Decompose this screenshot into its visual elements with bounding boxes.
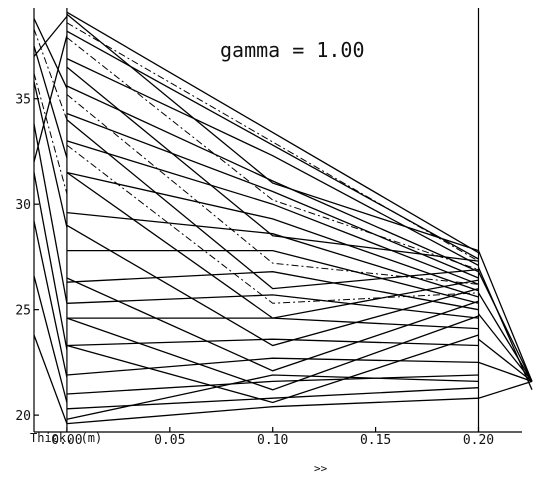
series-line-29 bbox=[33, 81, 68, 228]
series-line-39 bbox=[477, 292, 533, 382]
series-line-28 bbox=[33, 45, 68, 158]
series-line-18 bbox=[66, 13, 479, 252]
series-line-13 bbox=[66, 338, 479, 347]
series-line-22 bbox=[66, 224, 479, 347]
series-line-24 bbox=[66, 315, 479, 391]
series-line-30 bbox=[33, 123, 68, 304]
series-line-35 bbox=[33, 35, 68, 163]
series-line-36 bbox=[33, 15, 68, 57]
series-line-50 bbox=[33, 73, 68, 194]
y-tick-label: 35 bbox=[15, 93, 31, 108]
series-line-15 bbox=[66, 374, 479, 395]
series-line-37 bbox=[477, 250, 533, 382]
series-line-21 bbox=[66, 171, 479, 319]
series-line-25 bbox=[66, 334, 479, 404]
series-line-45 bbox=[66, 22, 479, 262]
series-line-6 bbox=[66, 140, 479, 285]
series-line-48 bbox=[66, 144, 479, 304]
series-line-12 bbox=[66, 317, 479, 330]
x-tick-label: 0.15 bbox=[360, 433, 391, 448]
series-line-14 bbox=[66, 357, 479, 376]
more-indicator: >> bbox=[314, 462, 328, 475]
series-line-49 bbox=[33, 28, 68, 120]
series-line-3 bbox=[66, 58, 479, 266]
series-line-38 bbox=[477, 271, 533, 382]
x-tick-label: 0.05 bbox=[154, 433, 185, 448]
grid-lines-group bbox=[33, 11, 533, 425]
annotation-background bbox=[212, 32, 380, 64]
series-line-19 bbox=[66, 66, 479, 262]
series-line-17 bbox=[66, 397, 479, 425]
series-line-7 bbox=[66, 171, 479, 292]
boundary-lines-group bbox=[66, 8, 480, 432]
series-line-43 bbox=[478, 380, 533, 399]
series-line-46 bbox=[66, 37, 479, 271]
y-tick-label: 20 bbox=[15, 409, 31, 424]
series-line-44 bbox=[477, 267, 533, 391]
series-line-27 bbox=[33, 18, 68, 89]
series-line-10 bbox=[66, 271, 479, 311]
y-tick-label: 30 bbox=[15, 198, 31, 213]
series-line-26 bbox=[66, 374, 479, 420]
series-line-23 bbox=[66, 277, 479, 372]
x-axis-label: Thick. (m) bbox=[30, 431, 102, 445]
series-line-31 bbox=[33, 172, 68, 350]
series-line-5 bbox=[66, 112, 479, 279]
series-line-32 bbox=[33, 220, 68, 378]
series-line-34 bbox=[33, 334, 68, 424]
x-tick-label: 0.00 bbox=[51, 433, 82, 448]
y-ticks-group: 20 25 30 35 bbox=[15, 93, 39, 424]
series-line-16 bbox=[66, 387, 479, 410]
x-tick-label: 0.10 bbox=[257, 433, 288, 448]
series-line-47 bbox=[66, 94, 479, 285]
series-line-20 bbox=[66, 119, 479, 290]
series-line-4 bbox=[66, 85, 479, 273]
gamma-annotation: gamma = 1.00 bbox=[220, 38, 365, 62]
series-line-11 bbox=[66, 294, 479, 319]
x-tick-label: 0.20 bbox=[463, 433, 494, 448]
series-line-9 bbox=[66, 249, 479, 304]
series-line-1 bbox=[66, 11, 479, 254]
x-ticks-group: 0.00 0.05 0.10 0.15 0.20 bbox=[51, 427, 494, 448]
series-line-41 bbox=[478, 338, 533, 382]
series-line-33 bbox=[33, 275, 68, 403]
y-tick-label: 25 bbox=[15, 304, 31, 319]
series-line-42 bbox=[478, 361, 533, 383]
